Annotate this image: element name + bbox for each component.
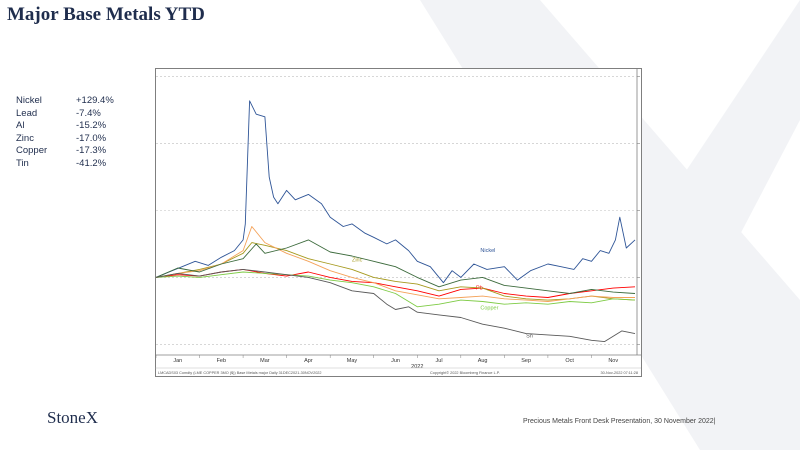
x-tick-label: Oct <box>565 358 574 364</box>
series-line-nickel <box>155 100 636 284</box>
series-label-pb: Pb <box>476 285 483 291</box>
series-line-tin <box>155 239 636 294</box>
stonex-logo: StoneX <box>47 408 98 427</box>
ytd-change: -17.3% <box>76 145 107 156</box>
ytd-row: Al -15.2% <box>16 120 114 133</box>
series-line-copper <box>155 271 636 308</box>
x-tick-label: Apr <box>304 358 313 364</box>
series-label-sn: Sn <box>526 334 533 340</box>
chart-border <box>155 68 642 377</box>
ytd-metal: Lead <box>16 107 38 119</box>
ytd-table: Nickel +129.4% Lead -7.4% Al -15.2% Zinc -17.0%… <box>16 95 114 170</box>
ytd-row: Tin -41.2% <box>16 158 114 171</box>
ytd-change: -17.0% <box>76 132 107 144</box>
series-line-al <box>155 226 635 302</box>
footer-text: Precious Metals Front Desk Presentation,… <box>523 418 716 425</box>
chart-footer-right: 30-Nov-2022 07:11:28 <box>600 371 638 375</box>
x-axis-year-label: 2022 <box>411 364 423 370</box>
ytd-metal: Nickel <box>16 95 42 106</box>
ytd-row: Lead -7.4% <box>16 108 114 121</box>
ytd-metal: Copper <box>16 145 48 156</box>
chart-footer-center: Copyright© 2022 Bloomberg Finance L.P. <box>430 371 500 375</box>
series-label-nickel: Nickel <box>480 248 495 254</box>
x-tick-label: Sep <box>521 358 531 364</box>
ytd-row: Zinc -17.0% <box>16 133 114 146</box>
x-tick-label: Mar <box>260 358 270 364</box>
ytd-metal: Zinc <box>16 132 34 144</box>
x-tick-label: Jul <box>436 358 443 364</box>
ytd-metal: Tin <box>16 157 29 169</box>
series-line-sn <box>155 268 636 343</box>
x-tick-label: Aug <box>478 358 488 364</box>
ytd-change: -7.4% <box>76 107 101 119</box>
series-line-zinc <box>155 242 636 301</box>
ytd-change: -15.2% <box>76 120 107 131</box>
base-metals-chart: - 50- 100- 150- 200- 250JanFebMarAprMayJ… <box>155 68 642 377</box>
x-tick-label: Jun <box>391 358 400 364</box>
ytd-row: Nickel +129.4% <box>16 95 114 108</box>
x-tick-label: Nov <box>608 358 618 364</box>
series-label-copper: Copper <box>480 306 498 312</box>
ytd-change: -41.2% <box>76 157 107 169</box>
x-tick-label: Feb <box>217 358 226 364</box>
ytd-row: Copper -17.3% <box>16 145 114 158</box>
chart-footer-left: LMCADS03 Comdty (LME COPPER 3MO ($)) Bas… <box>158 371 322 375</box>
page-title: Major Base Metals YTD <box>7 4 205 25</box>
ytd-metal: Al <box>16 120 25 131</box>
series-label-zinc: Zinc <box>352 257 363 263</box>
x-tick-label: May <box>347 358 358 364</box>
ytd-change: +129.4% <box>76 95 114 106</box>
x-tick-label: Jan <box>173 358 182 364</box>
